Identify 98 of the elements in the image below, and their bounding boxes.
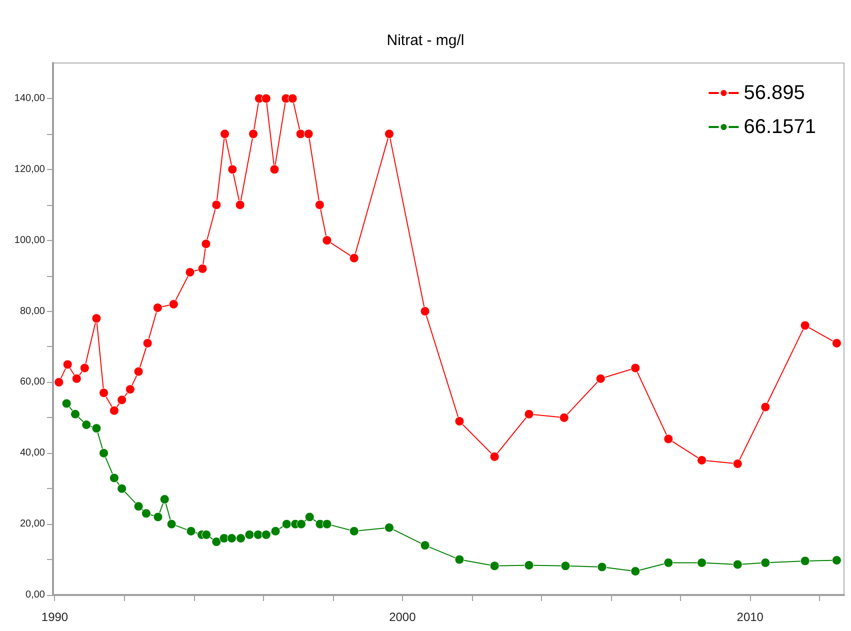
point — [117, 395, 127, 405]
x-tick-label: 2010 — [736, 610, 764, 624]
point — [152, 302, 162, 312]
legend-label: 66.1571 — [744, 116, 816, 138]
point — [832, 338, 842, 348]
point — [80, 363, 90, 373]
point — [384, 129, 394, 139]
point — [228, 164, 238, 174]
point — [800, 320, 810, 330]
point — [697, 558, 707, 568]
point — [296, 129, 306, 139]
point — [244, 530, 254, 540]
chart-title: Nitrat - mg/l — [386, 32, 464, 49]
point — [236, 534, 246, 543]
point — [322, 236, 332, 246]
y-tick-label: 140,00 — [14, 92, 46, 104]
point — [349, 253, 359, 263]
point — [322, 519, 332, 529]
y-tick-label: 40,00 — [20, 448, 46, 459]
legend-label: 56.895 — [744, 82, 805, 104]
point — [560, 561, 570, 571]
y-tick-label: 0,00 — [26, 590, 46, 600]
point — [54, 377, 64, 387]
point — [559, 412, 569, 422]
point — [202, 530, 212, 540]
point — [296, 519, 306, 529]
point — [92, 424, 102, 434]
point — [99, 448, 109, 458]
point — [732, 459, 742, 469]
point — [420, 306, 430, 316]
point — [248, 129, 258, 139]
y-tick-label: 80,00 — [20, 306, 46, 317]
point — [760, 402, 770, 412]
x-tick-label: 2000 — [389, 610, 416, 624]
point — [760, 558, 770, 568]
y-tick-label: 100,00 — [14, 234, 46, 246]
point — [597, 562, 607, 572]
point — [117, 484, 127, 494]
point — [219, 534, 229, 543]
point — [454, 554, 464, 564]
point — [282, 519, 292, 529]
y-tick-label: 20,00 — [20, 518, 46, 530]
point — [92, 314, 102, 324]
point — [226, 534, 236, 543]
point — [349, 526, 359, 536]
point — [235, 200, 245, 210]
point — [198, 264, 208, 274]
point — [160, 494, 170, 504]
point — [800, 556, 810, 566]
point — [186, 526, 196, 536]
point — [832, 555, 842, 565]
point — [153, 512, 163, 522]
point — [314, 200, 324, 210]
point — [212, 200, 222, 210]
point — [454, 416, 464, 426]
point — [99, 388, 109, 398]
point — [72, 374, 82, 384]
point — [288, 94, 298, 104]
point — [141, 508, 151, 518]
point — [524, 409, 534, 419]
point — [524, 560, 534, 570]
point — [664, 558, 674, 568]
point — [490, 561, 500, 571]
point — [109, 406, 119, 416]
point — [253, 530, 263, 540]
point — [270, 164, 280, 174]
point — [134, 366, 144, 376]
point — [732, 560, 742, 570]
point — [630, 363, 640, 373]
point — [166, 519, 176, 529]
point — [304, 512, 314, 522]
point — [420, 540, 430, 550]
point — [185, 268, 195, 277]
point — [168, 299, 178, 309]
point — [70, 409, 80, 419]
point — [664, 434, 674, 444]
point — [82, 420, 92, 430]
point — [134, 502, 144, 512]
point — [125, 384, 135, 394]
point — [490, 452, 500, 462]
point — [201, 239, 211, 249]
point — [212, 537, 222, 547]
x-tick-label: 1990 — [41, 610, 68, 624]
point — [261, 94, 271, 104]
point — [384, 522, 394, 532]
point — [109, 473, 119, 483]
point — [220, 129, 230, 139]
point — [697, 455, 707, 465]
point — [142, 338, 152, 348]
point — [630, 566, 640, 576]
y-tick-label: 120,00 — [14, 164, 46, 175]
point — [62, 360, 72, 370]
point — [304, 129, 314, 139]
point — [270, 526, 280, 536]
point — [261, 530, 271, 540]
y-tick-label: 60,00 — [20, 376, 46, 388]
point — [596, 374, 606, 384]
point — [62, 398, 72, 408]
